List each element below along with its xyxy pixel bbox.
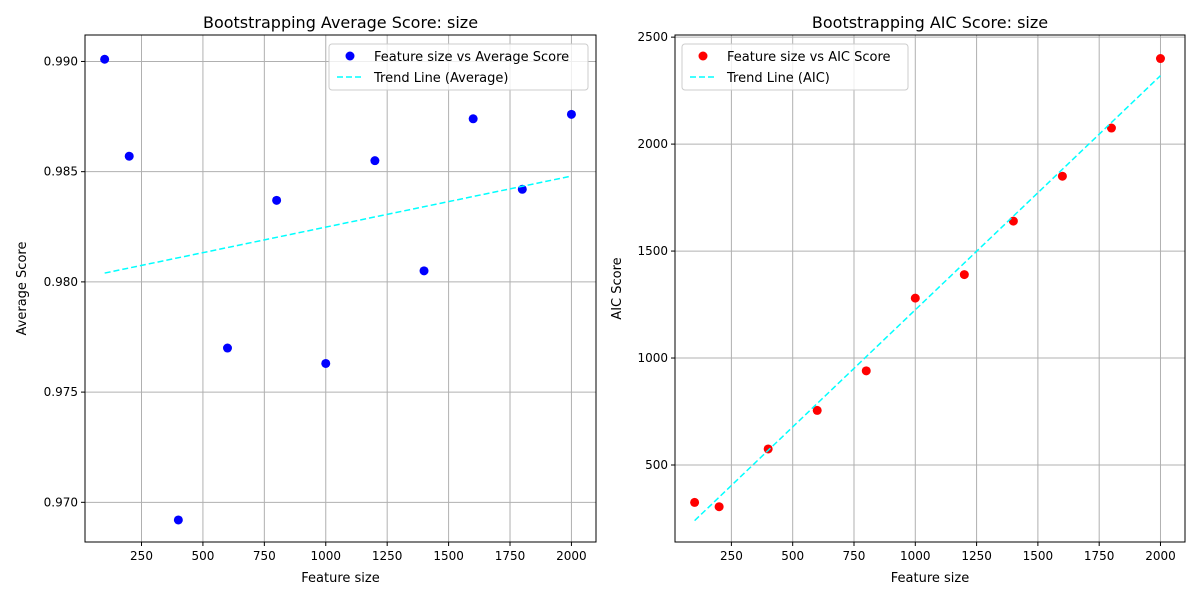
chart-2-legend-marker-swatch	[698, 51, 708, 61]
chart-1-data-point	[173, 515, 183, 525]
chart-1-trend-line	[104, 175, 572, 274]
chart-2-legend-box	[681, 43, 909, 91]
chart-2-grid	[675, 35, 1185, 542]
chart-1-legend-box	[328, 43, 589, 91]
chart-1-x-tick-label: 500	[191, 549, 214, 563]
chart-1-data-point	[566, 109, 576, 119]
chart-1-x-tick-label: 1750	[495, 549, 526, 563]
chart-1-data-point	[222, 343, 232, 353]
chart-2-y-tick-label: 500	[645, 458, 668, 472]
chart-1-y-axis-label: Average Score	[15, 242, 30, 336]
chart-2-data-point	[690, 497, 700, 507]
chart-1: 250 500 750 1000 1250 1500 1750 2000 0.970 0.975 0…	[15, 13, 597, 586]
chart-2-legend: Feature size vs AIC Score Trend Line (AIC…	[681, 43, 909, 91]
chart-1-x-axis-label: Feature size	[301, 571, 379, 586]
chart-1-y-tick-label: 0.980	[44, 275, 78, 289]
chart-2-y-tick-label: 2500	[637, 30, 668, 44]
chart-1-legend-entry: Feature size vs Average Score	[374, 50, 569, 65]
chart-1-title: Bootstrapping Average Score: size	[203, 13, 478, 32]
chart-2-legend-entry: Trend Line (AIC)	[726, 71, 830, 86]
chart-2: 250 500 750 1000 1250 1500 1750 2000 500 1000 1500…	[610, 13, 1186, 586]
chart-1-data-point	[468, 114, 478, 124]
chart-1-x-tick-label: 1000	[310, 549, 341, 563]
chart-1-plot-frame	[84, 34, 597, 543]
chart-1-data-point	[419, 266, 429, 276]
chart-2-x-tick-label: 1500	[1023, 549, 1054, 563]
chart-2-data-point	[1008, 216, 1018, 226]
chart-2-data-point	[959, 270, 969, 280]
chart-1-grid	[85, 35, 596, 542]
chart-1-data-point	[321, 358, 331, 368]
chart-1-x-tick-label: 1250	[372, 549, 403, 563]
chart-2-y-tick-label: 1000	[637, 351, 668, 365]
chart-1-x-tick-label: 2000	[556, 549, 587, 563]
chart-1-data-point	[100, 54, 110, 64]
chart-1-x-tick-label: 250	[130, 549, 153, 563]
chart-1-data-point	[124, 151, 134, 161]
chart-1-x-tick-label: 1500	[433, 549, 464, 563]
chart-1-y-tick-label: 0.970	[44, 495, 78, 509]
chart-1-legend: Feature size vs Average Score Trend Line …	[328, 43, 589, 91]
chart-2-x-tick-label: 1250	[961, 549, 992, 563]
chart-2-data-point	[1057, 171, 1067, 181]
chart-2-legend-entry: Feature size vs AIC Score	[727, 50, 891, 65]
chart-1-data-point	[370, 156, 380, 166]
chart-2-x-tick-label: 1000	[900, 549, 931, 563]
chart-2-data-point	[763, 444, 773, 454]
chart-2-data-point	[1106, 123, 1116, 133]
chart-2-trend-line	[694, 75, 1161, 522]
chart-2-y-tick-label: 2000	[637, 137, 668, 151]
chart-2-y-axis-label: AIC Score	[610, 257, 625, 319]
chart-2-data-point	[861, 366, 871, 376]
chart-2-plot-frame	[674, 34, 1186, 543]
chart-2-x-tick-label: 500	[781, 549, 804, 563]
chart-1-x-tick-label: 750	[253, 549, 276, 563]
chart-2-title: Bootstrapping AIC Score: size	[812, 13, 1048, 32]
chart-1-data-point	[272, 195, 282, 205]
chart-2-x-tick-label: 1750	[1084, 549, 1115, 563]
chart-2-x-tick-label: 250	[720, 549, 743, 563]
chart-1-y-tick-label: 0.985	[44, 165, 78, 179]
chart-2-x-axis-label: Feature size	[891, 571, 969, 586]
chart-2-data-point	[714, 502, 724, 512]
chart-2-data-point	[910, 293, 920, 303]
chart-1-legend-entry: Trend Line (Average)	[373, 71, 508, 86]
chart-2-data-point	[812, 405, 822, 415]
chart-2-x-tick-label: 2000	[1145, 549, 1176, 563]
chart-2-x-tick-label: 750	[843, 549, 866, 563]
chart-1-legend-marker-swatch	[345, 51, 355, 61]
chart-2-y-tick-label: 1500	[637, 244, 668, 258]
chart-1-y-tick-label: 0.975	[44, 385, 78, 399]
chart-1-y-tick-label: 0.990	[44, 54, 78, 68]
chart-2-data-point	[1155, 54, 1165, 64]
